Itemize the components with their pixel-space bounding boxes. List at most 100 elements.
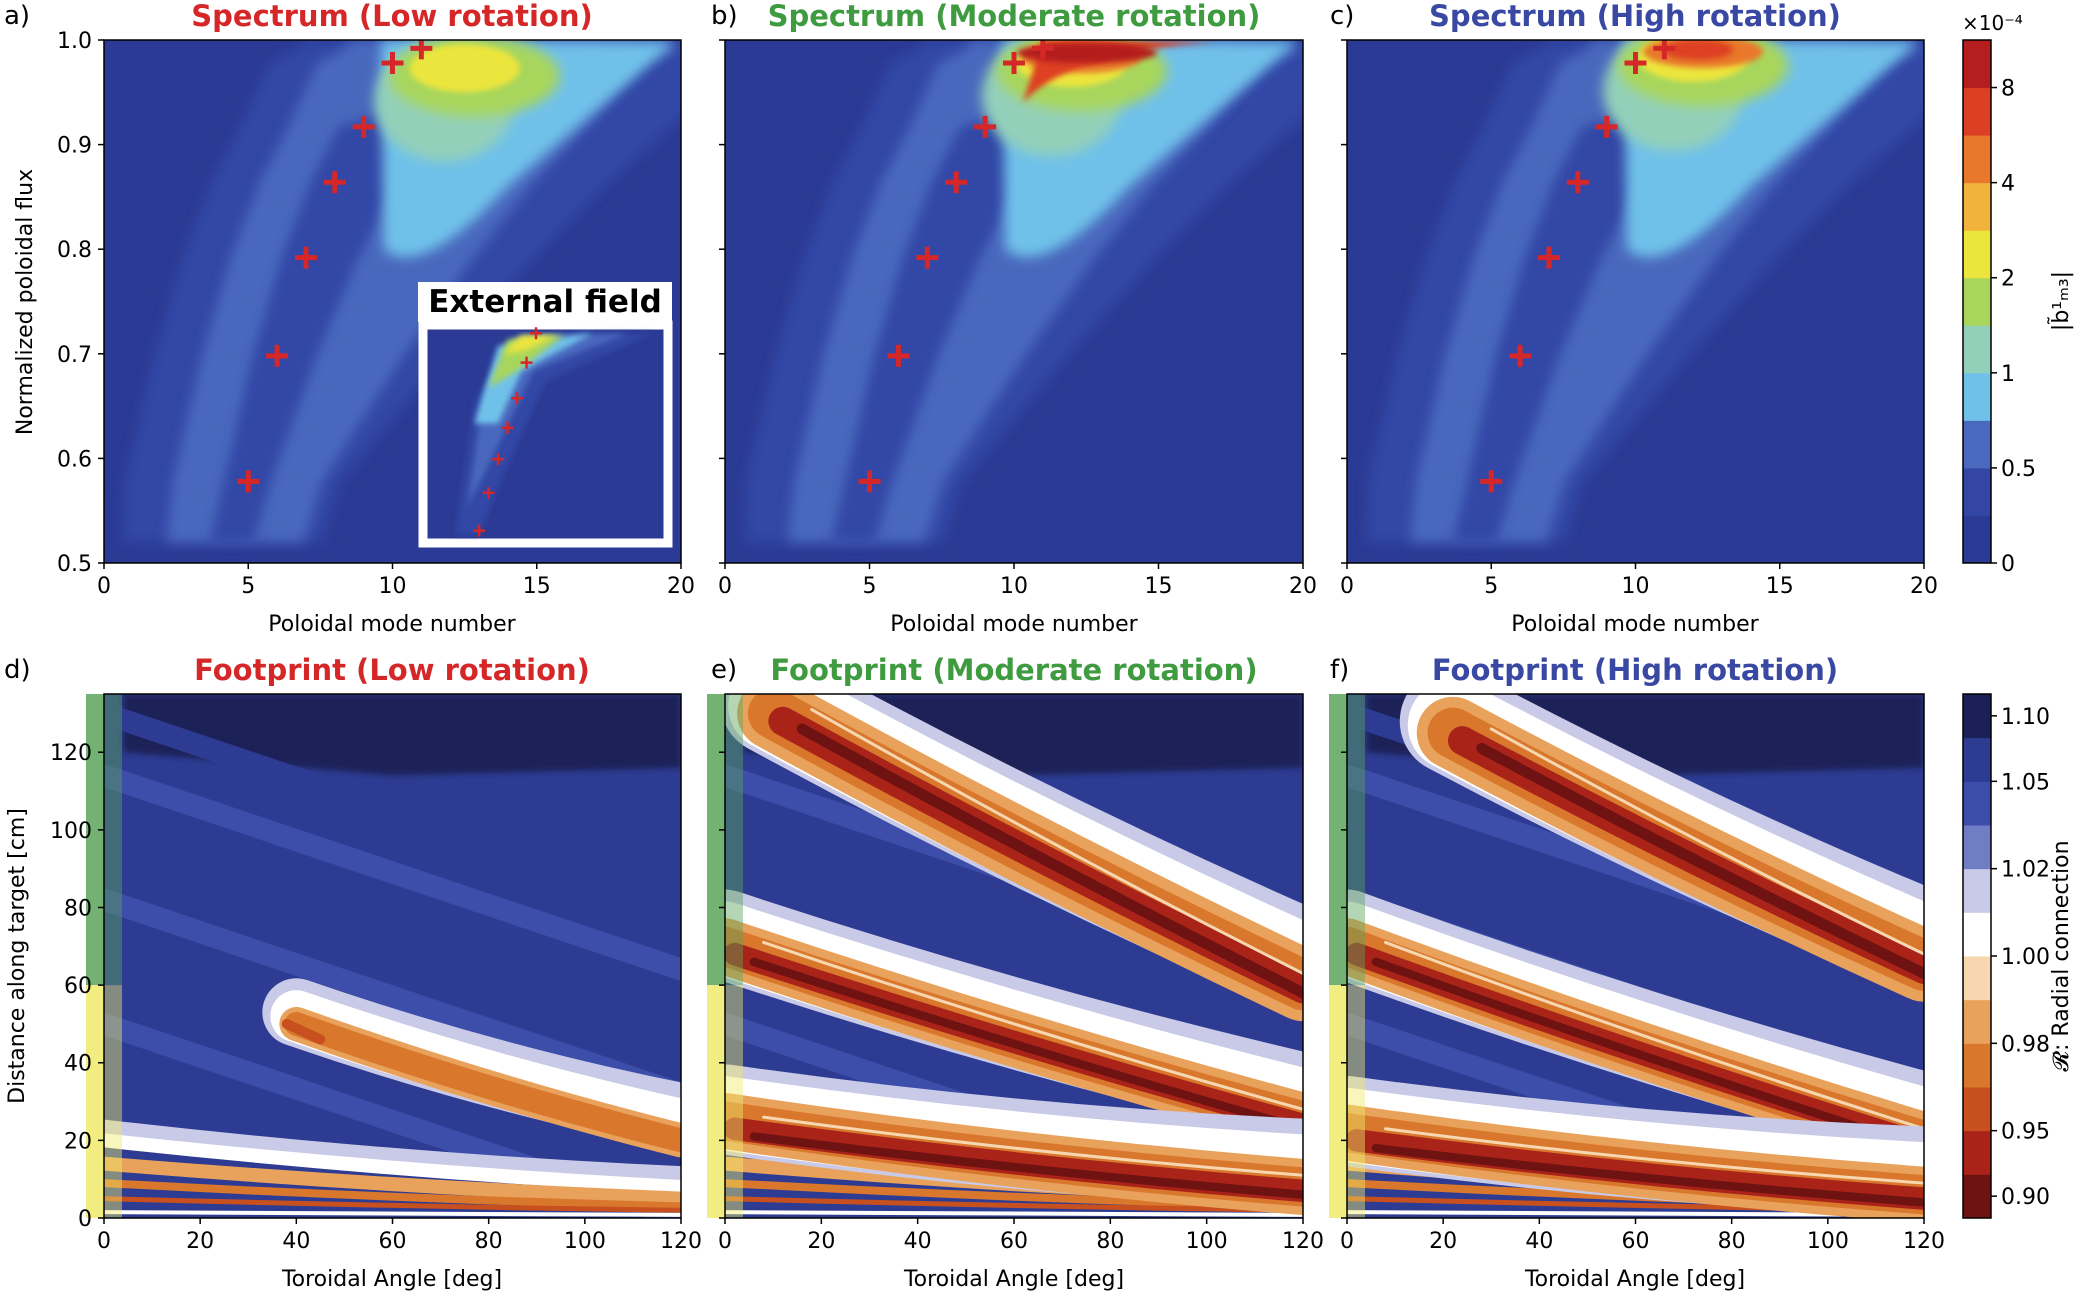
footprint-band bbox=[1371, 1143, 1924, 1207]
panel-title: Footprint (Low rotation) bbox=[194, 653, 590, 687]
x-axis-label: Toroidal Angle [deg] bbox=[1524, 1267, 1745, 1292]
inset-marker bbox=[501, 421, 514, 434]
colorbar-tick-label: 0.95 bbox=[2001, 1120, 2050, 1145]
resonance-marker bbox=[1537, 246, 1560, 269]
resonance-marker bbox=[1595, 115, 1618, 138]
colorbar-level bbox=[1963, 1087, 1991, 1132]
panel-letter: f) bbox=[1330, 655, 1349, 685]
y-axis-label: Normalized poloidal flux bbox=[13, 169, 38, 435]
colorbar-tick-label: 1.00 bbox=[2001, 945, 2050, 970]
footprint-heatmap: 0 20 40 60 80 100 120 0 20 40 60 80 100 120 bbox=[50, 693, 702, 1254]
y-tick-label: 0.8 bbox=[57, 238, 92, 263]
x-tick-label: 10 bbox=[1622, 574, 1650, 599]
x-tick-label: 10 bbox=[379, 574, 407, 599]
target-region-yellow bbox=[86, 985, 104, 1218]
x-axis-label: Toroidal Angle [deg] bbox=[903, 1267, 1124, 1292]
footprint-band bbox=[749, 957, 1303, 1133]
x-tick-label: 60 bbox=[379, 1229, 407, 1254]
x-tick-label: 5 bbox=[863, 574, 877, 599]
footprint-band bbox=[1476, 742, 1924, 979]
resonance-marker bbox=[887, 344, 910, 367]
y-tick-label: 60 bbox=[64, 974, 92, 999]
resonance-marker bbox=[1031, 40, 1054, 60]
resonance-marker bbox=[294, 246, 317, 269]
plot-area bbox=[1347, 40, 1924, 563]
contour-band bbox=[104, 702, 681, 919]
x-tick-label: 0 bbox=[718, 574, 732, 599]
x-axis-label: Toroidal Angle [deg] bbox=[281, 1267, 502, 1292]
inset-marker bbox=[492, 453, 505, 466]
x-tick-label: 0 bbox=[1340, 574, 1354, 599]
x-tick-label: 10 bbox=[1000, 574, 1028, 599]
spectrum-heatmap: 0 5 10 15 20 bbox=[1340, 39, 1938, 599]
colorbar-level bbox=[1963, 182, 1991, 231]
y-tick-label: 40 bbox=[64, 1052, 92, 1077]
panel-letter: d) bbox=[4, 655, 31, 685]
y-axis-label: Distance along target [cm] bbox=[5, 808, 30, 1104]
x-tick-label: 100 bbox=[564, 1229, 606, 1254]
contour-band bbox=[1347, 826, 1924, 1043]
target-region-green bbox=[1329, 694, 1347, 986]
panel-e: e) Footprint (Moderate rotation) 0 20 40 60… bbox=[707, 653, 1324, 1292]
inset-marker bbox=[530, 327, 543, 340]
x-axis-label: Poloidal mode number bbox=[890, 612, 1138, 637]
colorbar-level bbox=[1963, 825, 1991, 870]
x-tick-label: 5 bbox=[1484, 574, 1498, 599]
x-tick-label: 20 bbox=[807, 1229, 835, 1254]
colorbar-tick-label: 1 bbox=[2001, 362, 2015, 387]
colorbar-label: 𝓡: Radial connection bbox=[2049, 840, 2074, 1071]
plot-area bbox=[104, 694, 681, 1218]
panel-title: Footprint (High rotation) bbox=[1432, 653, 1838, 687]
y-tick-label: 0.9 bbox=[57, 134, 92, 159]
contour-band bbox=[123, 694, 681, 776]
colorbar-level bbox=[1963, 135, 1991, 184]
colorbar-level bbox=[1963, 956, 1991, 1001]
contour-band bbox=[831, 40, 1289, 543]
x-tick-label: 40 bbox=[282, 1229, 310, 1254]
panel-letter: b) bbox=[711, 1, 738, 31]
y-tick-label: 0.7 bbox=[57, 343, 92, 368]
colorbar-level bbox=[1963, 999, 1991, 1044]
target-region-green bbox=[707, 694, 725, 986]
target-region-overlay bbox=[1347, 985, 1365, 1218]
footprint-band bbox=[104, 1196, 681, 1213]
footprint-band bbox=[749, 1132, 1303, 1199]
contour-band bbox=[409, 44, 520, 93]
contour-band bbox=[210, 40, 667, 543]
x-tick-label: 120 bbox=[660, 1229, 702, 1254]
x-tick-label: 120 bbox=[1903, 1229, 1945, 1254]
colorbar-level bbox=[1963, 1130, 1991, 1175]
colorbar-level bbox=[1963, 1174, 1991, 1219]
target-region-overlay bbox=[1347, 694, 1365, 986]
colorbar-frame bbox=[1962, 39, 1992, 564]
target-region-green bbox=[86, 694, 104, 986]
contour-band bbox=[104, 764, 681, 981]
colorbar-level bbox=[1963, 868, 1991, 913]
panel-f: f) Footprint (High rotation) 0 20 40 60 80 10… bbox=[1329, 653, 1945, 1292]
x-tick-label: 15 bbox=[1766, 574, 1794, 599]
colorbar-level bbox=[1963, 420, 1991, 469]
inset-heatmap bbox=[455, 327, 653, 537]
x-tick-label: 80 bbox=[1718, 1229, 1746, 1254]
colorbar-label: |b̃¹ₘ₃| bbox=[2048, 271, 2074, 331]
y-tick-label: 20 bbox=[64, 1129, 92, 1154]
target-region-overlay bbox=[104, 694, 122, 986]
x-tick-label: 0 bbox=[97, 1229, 111, 1254]
colorbar-level bbox=[1963, 515, 1991, 564]
target-region-overlay bbox=[104, 985, 122, 1218]
panel-title: Footprint (Moderate rotation) bbox=[770, 653, 1257, 687]
colorbar-tick-label: 0.90 bbox=[2001, 1185, 2050, 1210]
inset-contour bbox=[502, 335, 558, 355]
footprint-band bbox=[1383, 940, 1924, 1131]
colorbar-level bbox=[1963, 325, 1991, 374]
colorbar-footprint: 𝓡: Radial connection 0.90 0.95 0.98 1.00 1.0… bbox=[1962, 693, 2074, 1219]
contour-band bbox=[1453, 40, 1910, 543]
plot-area bbox=[725, 694, 1303, 1218]
x-axis-label: Poloidal mode number bbox=[1511, 612, 1759, 637]
panel-letter: c) bbox=[1330, 1, 1354, 31]
footprint-band bbox=[284, 1012, 681, 1153]
panel-b: b) Spectrum (Moderate rotation) 0 5 10 15 20… bbox=[711, 0, 1317, 637]
panel-title: Spectrum (Low rotation) bbox=[191, 0, 592, 33]
colorbar-tick-label: 4 bbox=[2001, 172, 2015, 197]
